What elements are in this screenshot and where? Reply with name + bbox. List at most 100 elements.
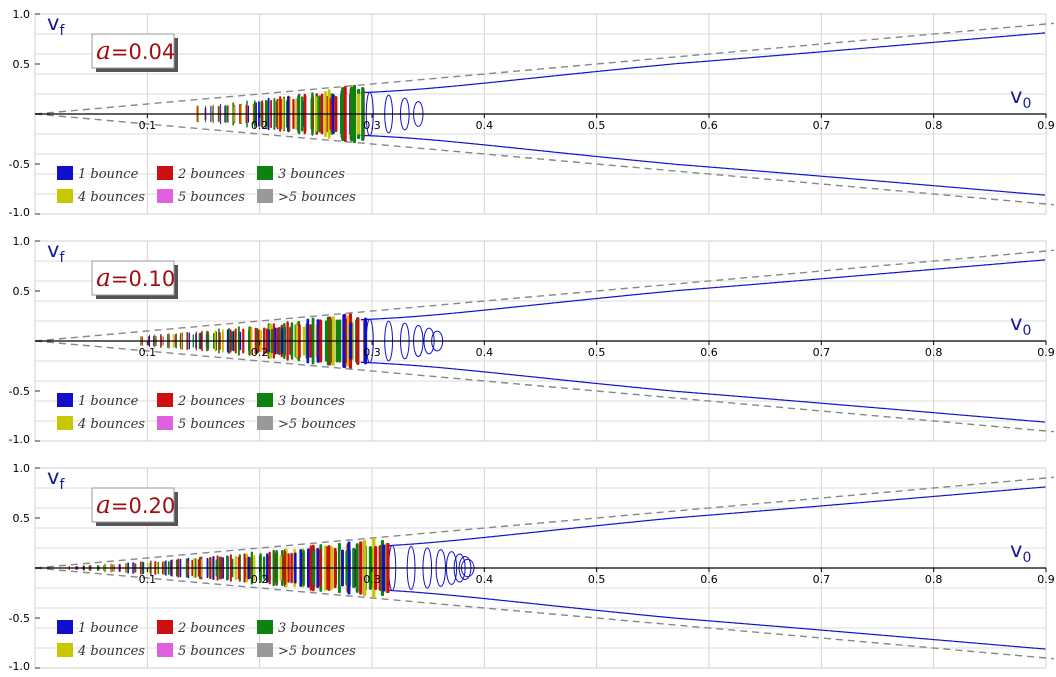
- y-axis-label: vf: [47, 238, 65, 266]
- curve-upper: [360, 32, 1045, 94]
- x-tick-label: 0.5: [588, 573, 606, 586]
- legend-swatch: [257, 166, 273, 180]
- x-axis-label: v0: [1010, 311, 1031, 339]
- envelope-lower: [34, 567, 1055, 660]
- annotation-text: a=0.20: [96, 490, 175, 519]
- legend-swatch: [57, 620, 73, 634]
- y-tick-label: -0.5: [9, 385, 30, 398]
- annotation-value: =0.04: [111, 40, 175, 64]
- legend-swatch: [257, 416, 273, 430]
- y-axis-label-sub: f: [59, 477, 65, 493]
- legend-label: 1 bounce: [78, 621, 139, 636]
- envelope-lower: [34, 340, 1055, 433]
- x-tick-label: 0.8: [925, 119, 943, 132]
- x-tick-label: 0.9: [1037, 119, 1055, 132]
- x-axis-label-main: v: [1010, 311, 1022, 335]
- legend-label: 3 bounces: [278, 621, 345, 636]
- legend-label: 4 bounces: [77, 417, 145, 432]
- legend-label: 2 bounces: [177, 394, 245, 409]
- legend: 1 bounce 2 bounces 3 bounces 4 bounces 5 bou…: [57, 620, 356, 659]
- panel-3: 1.0 0.5 -0.5 -1.0 0.1 0.2 0.3 0.4 0.5 0.6 0.7 0.8 0.…: [9, 462, 1055, 673]
- annotation-box: [91, 260, 175, 296]
- legend-label: 5 bounces: [178, 190, 245, 205]
- envelope-upper: [34, 22, 1055, 115]
- x-axis-label-sub: 0: [1022, 96, 1031, 112]
- x-axis-label: v0: [1010, 538, 1031, 566]
- y-axis-label: vf: [47, 11, 65, 39]
- y-tick-label: 1.0: [13, 8, 31, 21]
- legend-swatch: [57, 416, 73, 430]
- x-tick-label: 0.2: [251, 573, 269, 586]
- x-tick-label: 0.6: [700, 573, 718, 586]
- annotation-text: a=0.04: [96, 36, 175, 65]
- legend-swatch: [57, 393, 73, 407]
- legend-swatch: [157, 620, 173, 634]
- y-tick-label: -1.0: [9, 206, 30, 219]
- legend-label: 4 bounces: [77, 644, 145, 659]
- legend-swatch: [257, 393, 273, 407]
- annotation-value: =0.20: [111, 494, 175, 518]
- legend-swatch: [57, 189, 73, 203]
- legend-label: 1 bounce: [78, 394, 139, 409]
- y-axis-label-sub: f: [59, 250, 65, 266]
- y-tick-label: -1.0: [9, 433, 30, 446]
- legend-label: >5 bounces: [278, 417, 356, 432]
- legend-swatch: [157, 189, 173, 203]
- x-tick-label: 0.8: [925, 573, 943, 586]
- legend-label: 1 bounce: [78, 167, 139, 182]
- x-tick-label: 0.9: [1037, 346, 1055, 359]
- x-tick-label: 0.5: [588, 346, 606, 359]
- x-axis-label-main: v: [1010, 538, 1022, 562]
- x-tick-label: 0.7: [813, 573, 831, 586]
- y-axis-label-main: v: [47, 11, 59, 35]
- annotation-value: =0.10: [111, 267, 175, 291]
- legend-swatch: [57, 643, 73, 657]
- legend-label: 5 bounces: [178, 644, 245, 659]
- annotation-symbol: a: [96, 36, 111, 65]
- curve-lower: [360, 361, 1045, 423]
- y-axis-label-main: v: [47, 238, 59, 262]
- x-tick-label: 0.2: [251, 119, 269, 132]
- annotation-symbol: a: [96, 263, 111, 292]
- x-tick-label: 0.7: [813, 346, 831, 359]
- legend-label: 3 bounces: [278, 167, 345, 182]
- legend-label: >5 bounces: [278, 190, 356, 205]
- x-axis-label-sub: 0: [1022, 550, 1031, 566]
- x-tick-label: 0.1: [139, 346, 157, 359]
- x-tick-label: 0.7: [813, 119, 831, 132]
- legend-label: 3 bounces: [278, 394, 345, 409]
- legend-swatch: [157, 416, 173, 430]
- x-tick-label: 0.4: [476, 573, 494, 586]
- y-tick-label: 0.5: [13, 285, 31, 298]
- x-tick-label: 0.3: [363, 573, 381, 586]
- x-tick-label: 0.6: [700, 119, 718, 132]
- x-axis-label-sub: 0: [1022, 323, 1031, 339]
- y-tick-label: 0.5: [13, 58, 31, 71]
- y-tick-label: -1.0: [9, 660, 30, 673]
- x-axis-label: v0: [1010, 84, 1031, 112]
- y-tick-label: 0.5: [13, 512, 31, 525]
- legend-label: 4 bounces: [77, 190, 145, 205]
- panel-1: 1.0 0.5 -0.5 -1.0 0.1 0.2 0.3 0.4 0.5 0.6 0.7 0.8 0.…: [9, 8, 1055, 219]
- legend-label: 2 bounces: [177, 621, 245, 636]
- legend-swatch: [157, 393, 173, 407]
- y-tick-label: -0.5: [9, 158, 30, 171]
- panel-2: 1.0 0.5 -0.5 -1.0 0.1 0.2 0.3 0.4 0.5 0.6 0.7 0.8 0.…: [9, 235, 1055, 446]
- annotation-text: a=0.10: [96, 263, 175, 292]
- legend: 1 bounce 2 bounces 3 bounces 4 bounces 5 bou…: [57, 393, 356, 432]
- legend-label: 5 bounces: [178, 417, 245, 432]
- annotation-symbol: a: [96, 490, 111, 519]
- x-tick-label: 0.1: [139, 119, 157, 132]
- x-tick-label: 0.3: [363, 346, 381, 359]
- annotation-box: [91, 33, 175, 69]
- curve-upper: [360, 259, 1045, 321]
- curve-upper: [383, 486, 1046, 547]
- legend-swatch: [257, 189, 273, 203]
- x-tick-label: 0.6: [700, 346, 718, 359]
- y-axis-label-sub: f: [59, 23, 65, 39]
- x-tick-label: 0.4: [476, 119, 494, 132]
- legend: 1 bounce 2 bounces 3 bounces 4 bounces 5 bou…: [57, 166, 356, 205]
- curve-lower: [383, 589, 1046, 650]
- y-tick-label: 1.0: [13, 235, 31, 248]
